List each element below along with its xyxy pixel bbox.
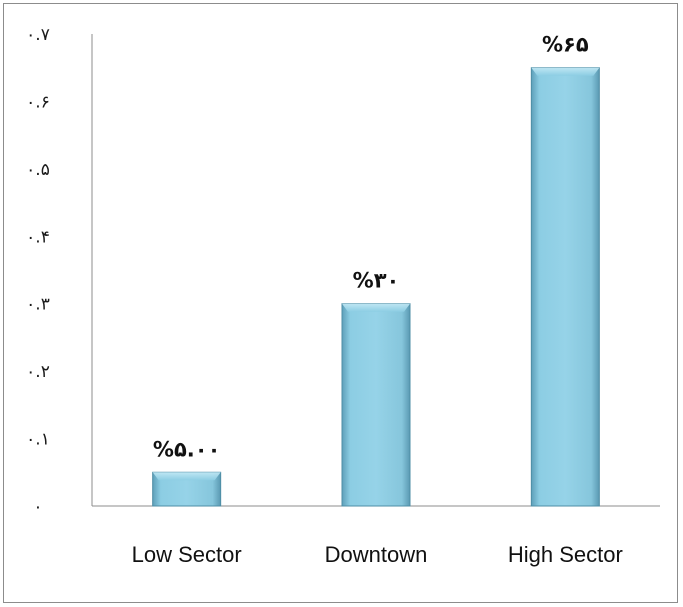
bar <box>341 303 411 507</box>
y-tick-label: ۰.۷ <box>26 25 50 45</box>
bar <box>530 67 600 507</box>
y-tick-label: ۰ <box>33 497 42 517</box>
y-tick-label: ۰.۱ <box>26 430 50 450</box>
data-label: %۶۵ <box>542 33 589 57</box>
y-tick-label: ۰.۳ <box>26 295 50 315</box>
y-tick-label: ۰.۶ <box>26 92 50 112</box>
bar-rect <box>341 303 411 507</box>
data-label: %۵.۰۰ <box>153 437 220 461</box>
bar-rect <box>530 67 600 507</box>
data-label: %۳۰ <box>353 269 400 293</box>
bars <box>152 67 600 507</box>
bar <box>152 471 222 507</box>
bar-bevel <box>531 67 600 76</box>
x-tick-label: High Sector <box>508 542 623 567</box>
y-tick-label: ۰.۵ <box>26 160 50 180</box>
x-tick-label: Low Sector <box>132 542 242 567</box>
bar-bevel <box>152 472 221 481</box>
data-labels: %۵.۰۰ %۳۰ %۶۵ <box>153 33 589 462</box>
y-tick-labels: ۰ ۰.۱ ۰.۲ ۰.۳ ۰.۴ ۰.۵ ۰.۶ ۰.۷ <box>26 25 50 517</box>
y-tick-label: ۰.۲ <box>26 362 50 382</box>
x-tick-label: Downtown <box>325 542 428 567</box>
y-tick-label: ۰.۴ <box>26 227 50 247</box>
bar-bevel <box>342 303 410 312</box>
x-tick-labels: Low Sector Downtown High Sector <box>132 542 623 567</box>
